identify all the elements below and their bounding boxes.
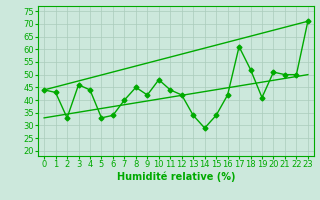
X-axis label: Humidité relative (%): Humidité relative (%) xyxy=(117,172,235,182)
